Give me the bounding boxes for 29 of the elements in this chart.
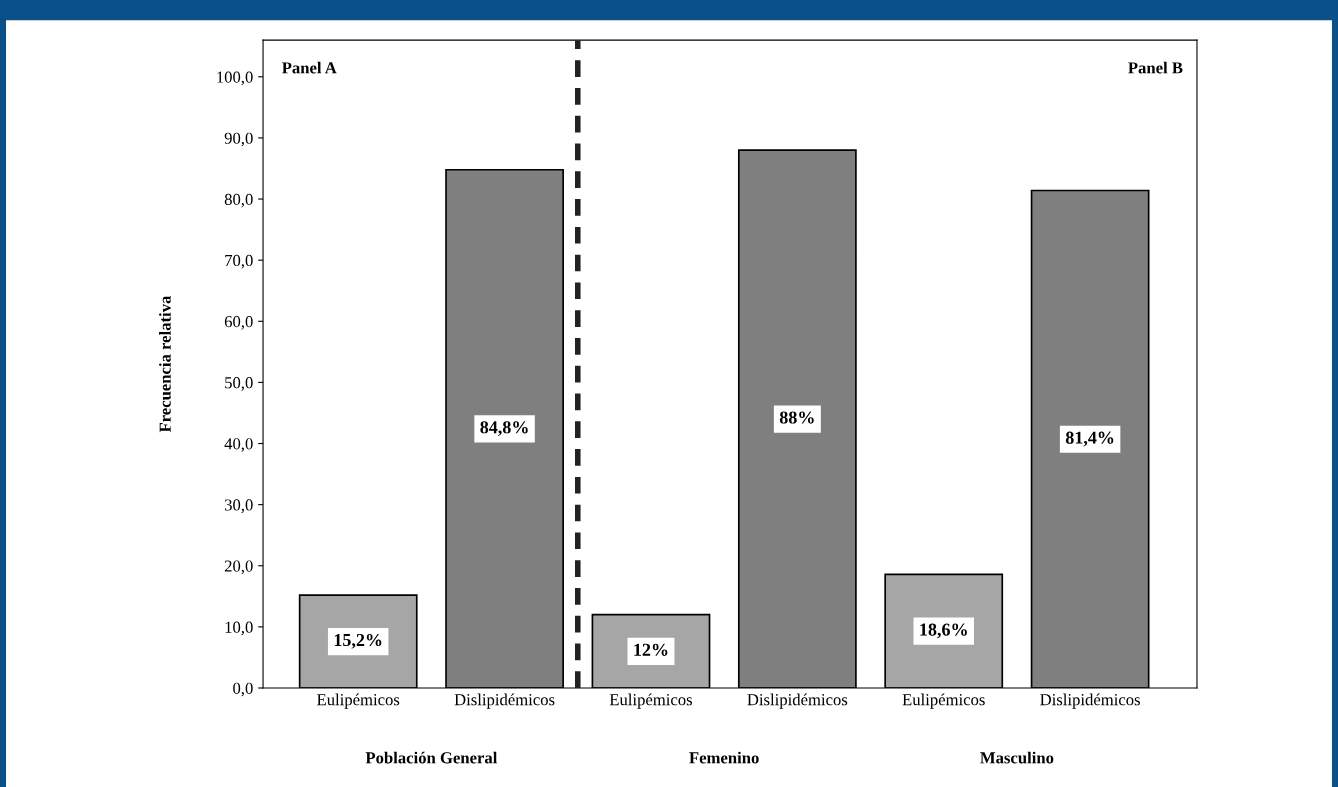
- text: Población General: [365, 751, 498, 764]
- text: Masculino: [980, 751, 1054, 764]
- y-tick-label: 10,0: [225, 621, 253, 636]
- data-label: 12%: [634, 643, 668, 656]
- y-axis-title: Frecuencia relativa: [159, 295, 171, 433]
- y-tick-label: 30,0: [224, 499, 253, 513]
- y-tick-label: 80,0: [224, 193, 253, 208]
- x-tick-label: Eulipémicos: [317, 693, 400, 709]
- data-label: 88%: [779, 411, 814, 424]
- text: Femenino: [689, 751, 759, 764]
- x-tick-label: Dislipidémicos: [747, 693, 848, 709]
- annotation: Panel B: [1128, 61, 1183, 74]
- y-tick-label: 100,0: [217, 71, 253, 86]
- y-tick-label: 90,0: [224, 132, 253, 147]
- y-tick-label: 60,0: [224, 315, 253, 330]
- y-tick-label: 0,0: [233, 682, 253, 697]
- y-tick-label: 70,0: [225, 254, 253, 269]
- x-tick-label: Eulipémicos: [902, 693, 985, 709]
- annotation: Panel A: [282, 61, 337, 74]
- data-label: 15,2%: [334, 633, 382, 649]
- x-tick-label: Eulipémicos: [609, 693, 693, 709]
- y-tick-label: 50,0: [225, 377, 253, 391]
- x-tick-label: Dislipidémicos: [454, 693, 555, 709]
- data-label: 81,4%: [1065, 431, 1114, 447]
- y-tick-label: 40,0: [224, 438, 253, 452]
- data-label: 84,8%: [480, 421, 528, 436]
- x-tick-label: Dislipidémicos: [1040, 693, 1140, 709]
- y-tick-label: 20,0: [224, 560, 253, 575]
- data-label: 18,6%: [920, 623, 967, 639]
